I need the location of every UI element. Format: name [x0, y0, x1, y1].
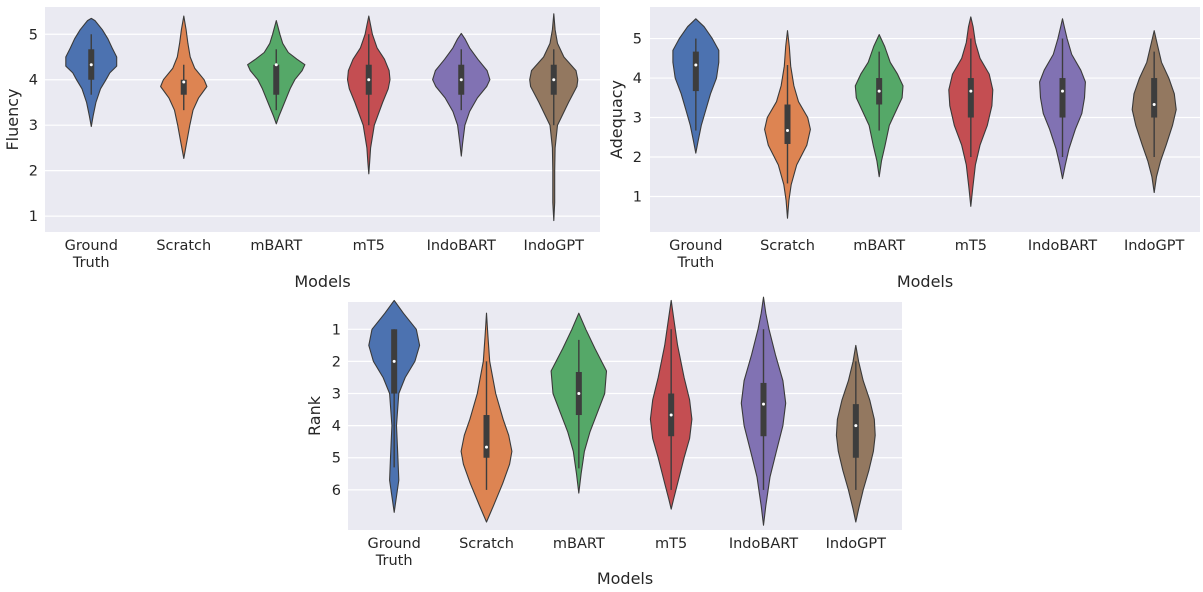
violin-median-point — [182, 80, 186, 84]
x-axis-title: Models — [597, 569, 653, 588]
plot-background — [348, 302, 902, 530]
violin-median-point — [1152, 103, 1156, 106]
violin-median-point — [485, 445, 488, 449]
y-tick-label: 3 — [332, 387, 341, 403]
x-tick-label: Ground Truth — [65, 238, 118, 271]
y-tick-label: 1 — [29, 209, 38, 225]
violin-median-point — [877, 89, 881, 93]
y-axis-title: Rank — [305, 395, 324, 436]
chart-panel-adequacy: 1 2 3 4 5 Ground Truth Scratch mBART mT5 IndoBART I… — [607, 7, 1200, 291]
violin-median-point — [969, 89, 973, 93]
violin-iqr-box — [273, 64, 280, 95]
violin-iqr-box — [784, 104, 791, 144]
x-axis-title: Models — [897, 272, 953, 291]
x-tick-label: IndoGPT — [826, 536, 887, 552]
chart-panel-rank: 1 2 3 4 5 6 Ground Truth Scratch mBART mT5 IndoBART… — [305, 296, 902, 588]
chart-panel-fluency: 1 2 3 4 5 Ground Truth Scratch mBART mT5 IndoBART I… — [3, 7, 600, 291]
violin-iqr-box — [967, 78, 974, 118]
violin-median-point — [89, 63, 93, 67]
y-tick-label: 1 — [633, 189, 642, 205]
y-axis-title: Fluency — [3, 88, 22, 150]
violin-iqr-box — [692, 51, 699, 92]
x-tick-label: IndoGPT — [1124, 238, 1185, 254]
y-tick-label: 2 — [29, 164, 38, 180]
x-tick-label: mT5 — [353, 238, 385, 254]
plot-background — [650, 7, 1200, 232]
violin-median-point — [694, 63, 698, 67]
x-axis-title: Models — [294, 272, 350, 291]
x-tick-label: Scratch — [156, 238, 211, 254]
x-tick-label: mBART — [853, 238, 905, 254]
violin-median-point — [552, 78, 556, 82]
violin-median-point — [274, 63, 278, 67]
y-tick-label: 2 — [332, 354, 341, 370]
x-tick-label: Ground Truth — [669, 238, 722, 271]
x-tick-label: IndoGPT — [524, 238, 585, 254]
violin-iqr-box — [1151, 78, 1158, 118]
y-tick-label: 4 — [29, 73, 38, 89]
x-tick-label: mBART — [250, 238, 302, 254]
x-tick-label: IndoBART — [427, 238, 496, 254]
y-tick-label: 5 — [633, 32, 642, 48]
violin-median-point — [669, 413, 673, 417]
y-tick-label: 1 — [332, 322, 341, 338]
violin-iqr-box — [852, 404, 859, 458]
y-tick-label: 6 — [332, 483, 341, 499]
x-tick-label: mT5 — [955, 238, 987, 254]
violin-iqr-box — [1059, 78, 1066, 118]
y-axis-title: Adequacy — [607, 80, 626, 159]
y-tick-label: 3 — [29, 118, 38, 134]
violin-median-point — [762, 402, 765, 406]
y-tick-label: 5 — [332, 451, 341, 467]
y-tick-label: 3 — [633, 111, 642, 127]
x-tick-label: Scratch — [760, 238, 815, 254]
y-tick-label: 2 — [633, 150, 642, 166]
violin-median-point — [1061, 89, 1064, 93]
x-tick-label: Ground Truth — [367, 536, 420, 569]
violin-iqr-box — [483, 415, 490, 458]
x-tick-label: mT5 — [655, 536, 687, 552]
violin-median-point — [459, 78, 463, 82]
violin-median-point — [786, 129, 789, 133]
violin-median-point — [577, 392, 581, 396]
violin-iqr-box — [180, 79, 187, 95]
violin-median-point — [854, 424, 858, 428]
x-tick-label: Scratch — [459, 536, 514, 552]
y-tick-label: 4 — [332, 419, 341, 435]
x-tick-label: IndoBART — [729, 536, 798, 552]
x-tick-label: IndoBART — [1028, 238, 1097, 254]
violin-median-point — [367, 78, 371, 82]
violin-iqr-box — [760, 382, 767, 437]
violin-median-point — [392, 359, 396, 363]
plot-background — [45, 7, 600, 232]
y-tick-label: 5 — [29, 27, 38, 43]
x-tick-label: mBART — [553, 536, 605, 552]
y-tick-label: 4 — [633, 71, 642, 87]
